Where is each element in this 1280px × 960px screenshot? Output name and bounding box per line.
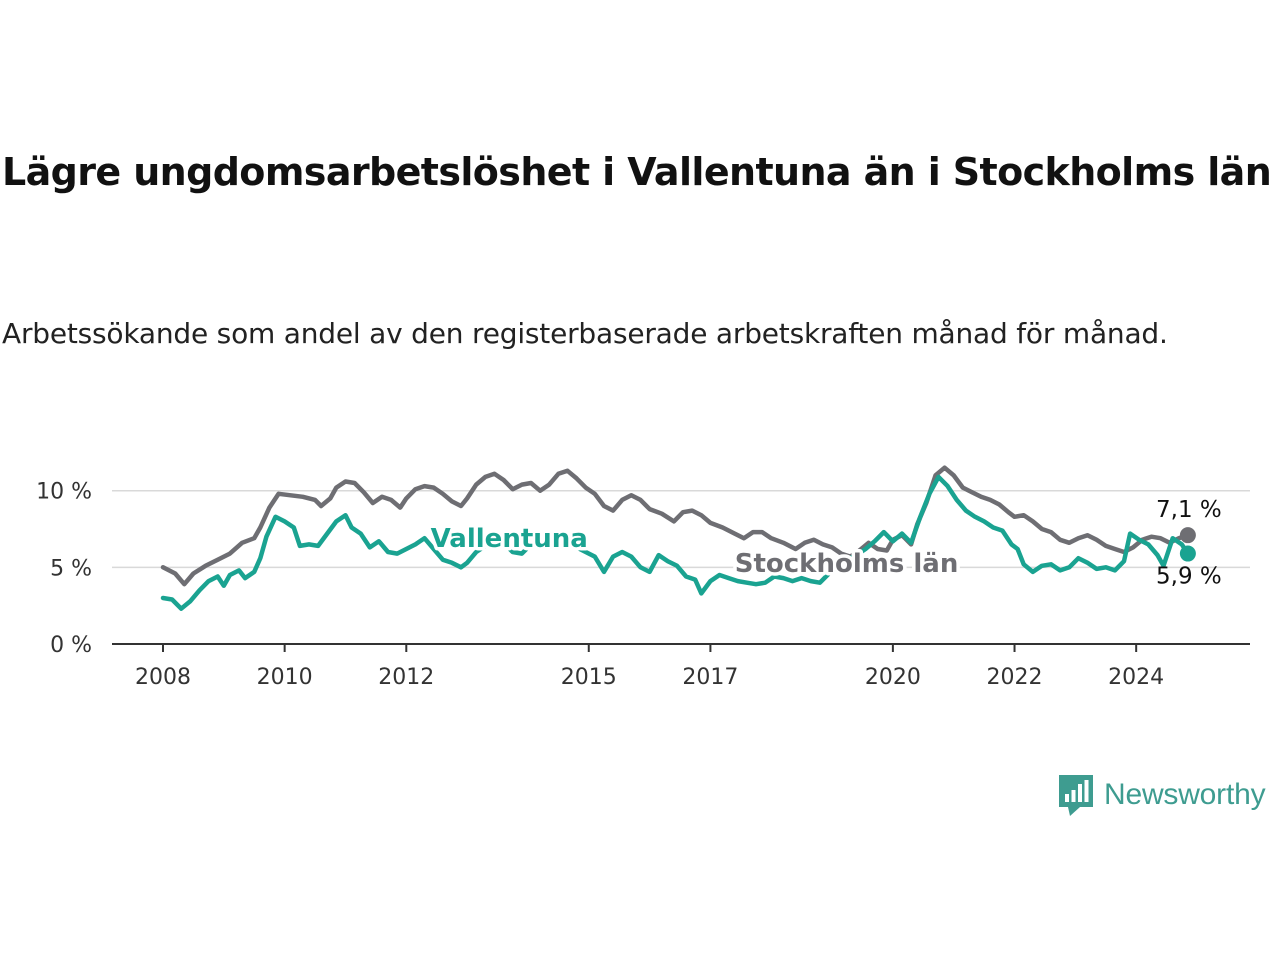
series-end-point [1179, 527, 1196, 544]
x-tick-label: 2010 [257, 665, 313, 690]
line-chart: 0 % 5 % 10 % 2008 2010 2012 2015 2017 2020 2022 20… [36, 465, 1250, 690]
axes: 0 % 5 % 10 % 2008 2010 2012 2015 2017 2020 2022 20… [36, 480, 1250, 690]
series-name-label: Vallentuna [431, 524, 588, 554]
series-end-label: 7,1 % [1156, 497, 1222, 523]
x-tick-label: 2022 [987, 665, 1043, 690]
chart-subtitle: Arbetssökande som andel av den registerb… [2, 317, 1168, 350]
series-line-vallentuna [160, 474, 1191, 611]
newsworthy-logo-icon [1059, 775, 1093, 816]
newsworthy-logo-text: Newsworthy [1104, 778, 1266, 811]
y-tick-label: 10 % [36, 480, 92, 505]
series-end-label: 5,9 % [1156, 564, 1222, 590]
x-tick-label: 2012 [378, 665, 434, 690]
x-tick-label: 2017 [682, 665, 738, 690]
x-tick-label: 2015 [561, 665, 617, 690]
chart-title: Lägre ungdomsarbetslöshet i Vallentuna ä… [2, 150, 1272, 194]
x-tick-label: 2008 [135, 665, 191, 690]
series-lines [160, 465, 1196, 611]
grid-lines [112, 489, 1250, 569]
x-tick-label: 2024 [1108, 665, 1164, 690]
series-line-stockholms-l-n [160, 465, 1191, 587]
y-tick-label: 0 % [50, 633, 92, 658]
x-tick-label: 2020 [865, 665, 921, 690]
chart-labels: 7,1 % 5,9 % Vallentuna Stockholms län [427, 497, 1222, 590]
newsworthy-logo: Newsworthy [1058, 772, 1266, 818]
series-end-point [1179, 545, 1196, 562]
series-name-label: Stockholms län [735, 549, 959, 579]
y-tick-label: 5 % [50, 556, 92, 581]
